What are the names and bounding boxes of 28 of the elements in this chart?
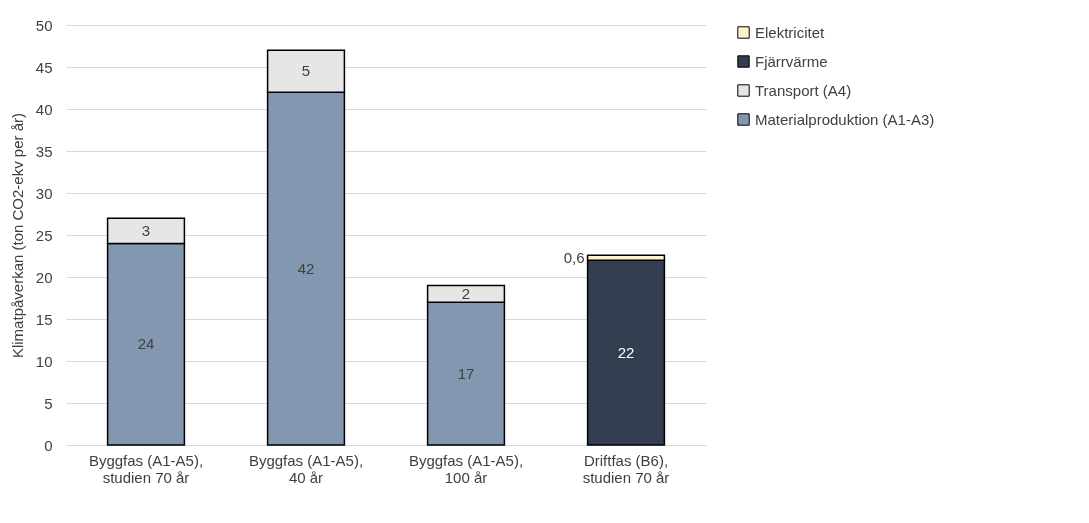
- y-tick-label: 20: [35, 268, 53, 286]
- y-tick-label: 25: [35, 226, 53, 244]
- legend-label: Transport (A4): [755, 81, 852, 99]
- data-label: 5: [301, 62, 311, 80]
- y-tick-label: 0: [44, 436, 53, 454]
- legend-label: Materialproduktion (A1-A3): [755, 110, 935, 128]
- x-tick-label: Byggfas (A1-A5), 40 år: [248, 451, 364, 486]
- y-tick-label: 10: [35, 352, 53, 370]
- data-label: 42: [297, 259, 315, 277]
- y-tick-label: 15: [35, 310, 53, 328]
- y-tick-label: 40: [35, 100, 53, 118]
- data-label: 3: [141, 221, 151, 239]
- y-tick-label: 5: [44, 394, 53, 412]
- x-tick-label: Byggfas (A1-A5), 100 år: [408, 451, 524, 486]
- y-tick-label: 50: [35, 16, 53, 34]
- y-tick-label: 45: [35, 58, 53, 76]
- data-label: 2: [461, 284, 471, 302]
- data-label: 22: [617, 343, 635, 361]
- y-tick-label: 30: [35, 184, 53, 202]
- x-tick-label: Driftfas (B6), studien 70 år: [582, 451, 670, 486]
- data-label: 0,6: [563, 248, 585, 266]
- y-axis-title: Klimatpåverkan (ton CO2-ekv per år): [8, 112, 26, 359]
- x-tick-label: Byggfas (A1-A5), studien 70 år: [88, 451, 204, 486]
- legend-label: Fjärrvärme: [755, 52, 828, 70]
- y-tick-label: 35: [35, 142, 53, 160]
- data-label: 17: [457, 364, 475, 382]
- legend-label: Elektricitet: [755, 23, 826, 41]
- data-label: 24: [137, 335, 155, 353]
